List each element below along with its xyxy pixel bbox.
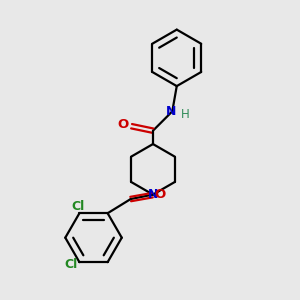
Text: N: N	[148, 188, 158, 201]
Text: Cl: Cl	[71, 200, 85, 213]
Text: N: N	[166, 105, 176, 118]
Text: H: H	[180, 108, 189, 122]
Text: O: O	[155, 188, 166, 201]
Text: O: O	[118, 118, 129, 131]
Text: Cl: Cl	[64, 258, 78, 271]
